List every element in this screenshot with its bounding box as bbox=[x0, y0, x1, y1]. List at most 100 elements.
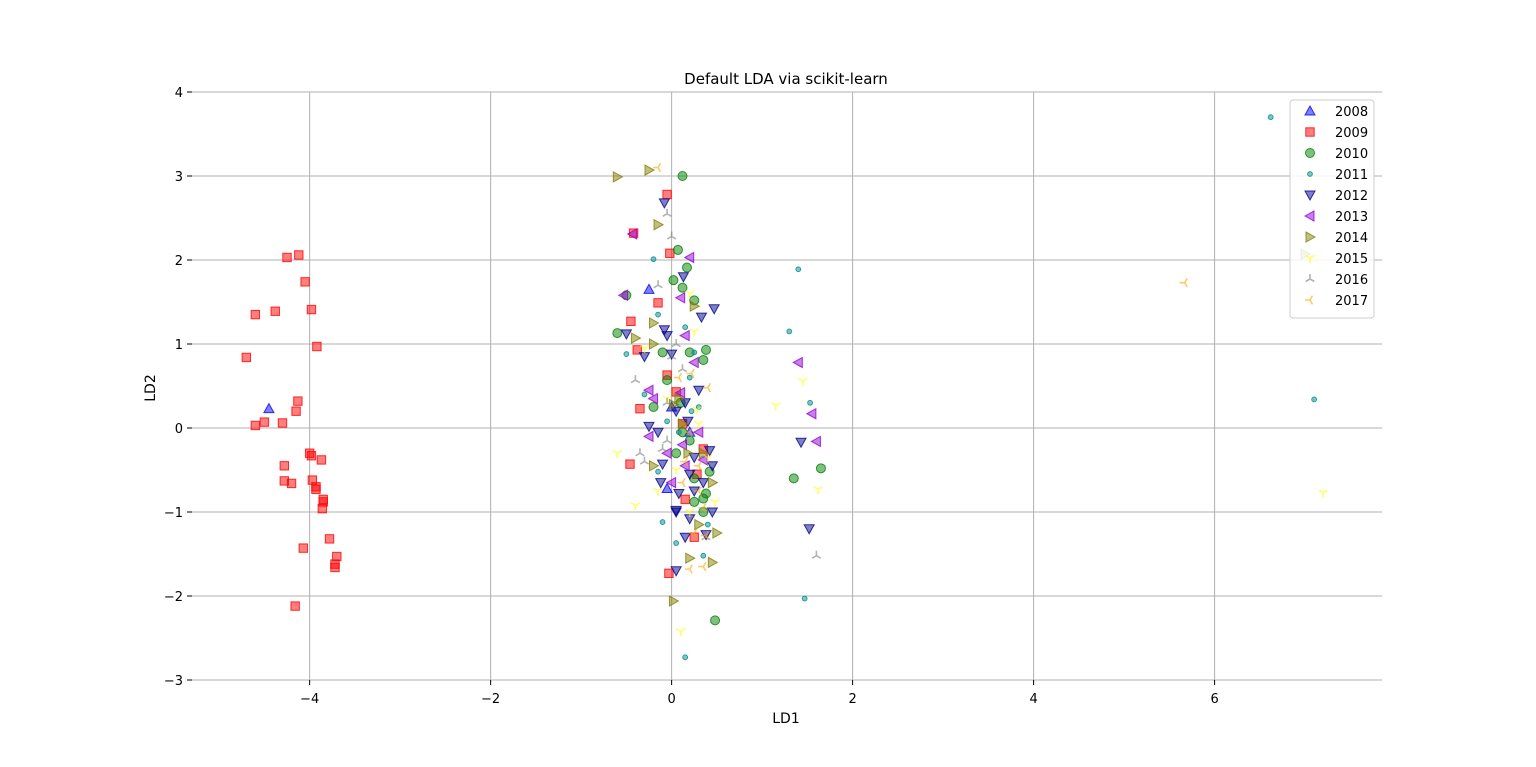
legend: 2008 2009 2010 2011 2012 2013 2014 2015 2016 2017 bbox=[1289, 99, 1375, 319]
point-2011 bbox=[641, 391, 648, 398]
point-2017 bbox=[701, 530, 710, 541]
x-tick-label: 2 bbox=[848, 692, 856, 707]
point-2009 bbox=[277, 418, 288, 428]
point-2010 bbox=[698, 493, 709, 504]
point-2012 bbox=[697, 478, 710, 489]
y-tick-label: 1 bbox=[175, 338, 183, 353]
legend-marker-2008 bbox=[1304, 104, 1316, 116]
series-2009 bbox=[241, 189, 708, 611]
point-2013 bbox=[676, 438, 687, 451]
point-2014 bbox=[668, 595, 680, 607]
point-2013 bbox=[679, 329, 690, 342]
series-2012 bbox=[620, 198, 816, 577]
point-2017 bbox=[693, 461, 702, 471]
point-2014 bbox=[683, 447, 694, 460]
point-2010 bbox=[657, 347, 668, 358]
point-2017 bbox=[653, 162, 662, 173]
point-2017 bbox=[684, 427, 693, 437]
point-2012 bbox=[688, 452, 701, 464]
grid-lines bbox=[192, 91, 1382, 681]
point-2015 bbox=[671, 466, 681, 475]
x-tick-label: −2 bbox=[481, 692, 500, 707]
point-2011 bbox=[673, 540, 680, 546]
point-2010 bbox=[677, 282, 688, 293]
point-2014 bbox=[712, 527, 723, 539]
legend-label: 2016 bbox=[1335, 273, 1368, 288]
point-2012 bbox=[803, 524, 816, 535]
point-2011 bbox=[682, 654, 689, 661]
point-2009 bbox=[317, 503, 328, 514]
point-2017 bbox=[677, 477, 686, 488]
point-2012 bbox=[638, 352, 651, 363]
point-2013 bbox=[692, 426, 704, 439]
point-2012 bbox=[703, 446, 716, 457]
legend-marker-2014 bbox=[1305, 231, 1317, 243]
point-2016 bbox=[653, 280, 663, 289]
data-points bbox=[241, 114, 1328, 661]
x-tick-label: 4 bbox=[1029, 692, 1037, 707]
point-2009 bbox=[635, 403, 645, 414]
point-2015 bbox=[1318, 489, 1328, 498]
point-2010 bbox=[668, 275, 679, 286]
point-2017 bbox=[698, 561, 707, 572]
point-2010 bbox=[788, 473, 799, 484]
point-2011 bbox=[655, 468, 661, 475]
point-2014 bbox=[649, 459, 660, 472]
point-2014 bbox=[674, 392, 685, 405]
point-2014 bbox=[649, 317, 660, 329]
legend-marker-2015 bbox=[1305, 254, 1315, 263]
point-2012 bbox=[643, 421, 655, 433]
point-2009 bbox=[306, 451, 317, 461]
point-2011 bbox=[623, 351, 630, 357]
point-2009 bbox=[290, 601, 300, 611]
point-2015 bbox=[689, 328, 699, 337]
point-2012 bbox=[706, 507, 719, 519]
point-2012 bbox=[661, 331, 673, 342]
point-2017 bbox=[702, 382, 712, 393]
point-2012 bbox=[677, 272, 690, 283]
point-2014 bbox=[685, 552, 696, 565]
point-2016 bbox=[639, 456, 650, 465]
point-2012 bbox=[706, 461, 719, 472]
point-2015 bbox=[653, 487, 663, 496]
point-2016 bbox=[811, 550, 822, 559]
y-tick-label: −3 bbox=[164, 674, 183, 689]
point-2011 bbox=[807, 399, 813, 406]
point-2014 bbox=[677, 417, 689, 430]
point-2012 bbox=[692, 385, 705, 397]
point-2012 bbox=[620, 329, 633, 340]
point-2010 bbox=[698, 354, 709, 365]
point-2009 bbox=[250, 420, 261, 431]
point-2009 bbox=[300, 277, 310, 287]
point-2011 bbox=[1311, 396, 1318, 403]
x-tick-label: −4 bbox=[300, 692, 319, 707]
point-2013 bbox=[674, 386, 686, 399]
point-2016 bbox=[677, 364, 688, 373]
point-2011 bbox=[682, 324, 689, 331]
series-2016 bbox=[630, 208, 822, 559]
legend-marker-2012 bbox=[1304, 190, 1316, 202]
point-2009 bbox=[282, 252, 292, 263]
point-2009 bbox=[311, 484, 321, 495]
point-2010 bbox=[682, 262, 693, 273]
y-tick-label: 3 bbox=[175, 170, 183, 185]
point-2015 bbox=[684, 290, 695, 299]
point-2011 bbox=[686, 374, 693, 381]
y-axis-label: LD2 bbox=[143, 374, 159, 402]
point-2012 bbox=[682, 416, 694, 428]
point-2016 bbox=[671, 339, 681, 348]
point-2010 bbox=[662, 375, 673, 386]
point-2010 bbox=[710, 615, 721, 626]
point-2013 bbox=[810, 435, 821, 448]
point-2013 bbox=[805, 407, 817, 420]
point-2015 bbox=[692, 406, 702, 415]
point-2009 bbox=[316, 455, 327, 465]
point-2012 bbox=[658, 198, 671, 209]
point-2009 bbox=[330, 562, 340, 573]
point-2011 bbox=[675, 429, 682, 436]
y-tick-label: −1 bbox=[164, 506, 183, 521]
point-2017 bbox=[1179, 277, 1188, 288]
point-2009 bbox=[241, 352, 251, 363]
point-2013 bbox=[642, 384, 654, 397]
legend-marker-2017 bbox=[1305, 295, 1314, 305]
